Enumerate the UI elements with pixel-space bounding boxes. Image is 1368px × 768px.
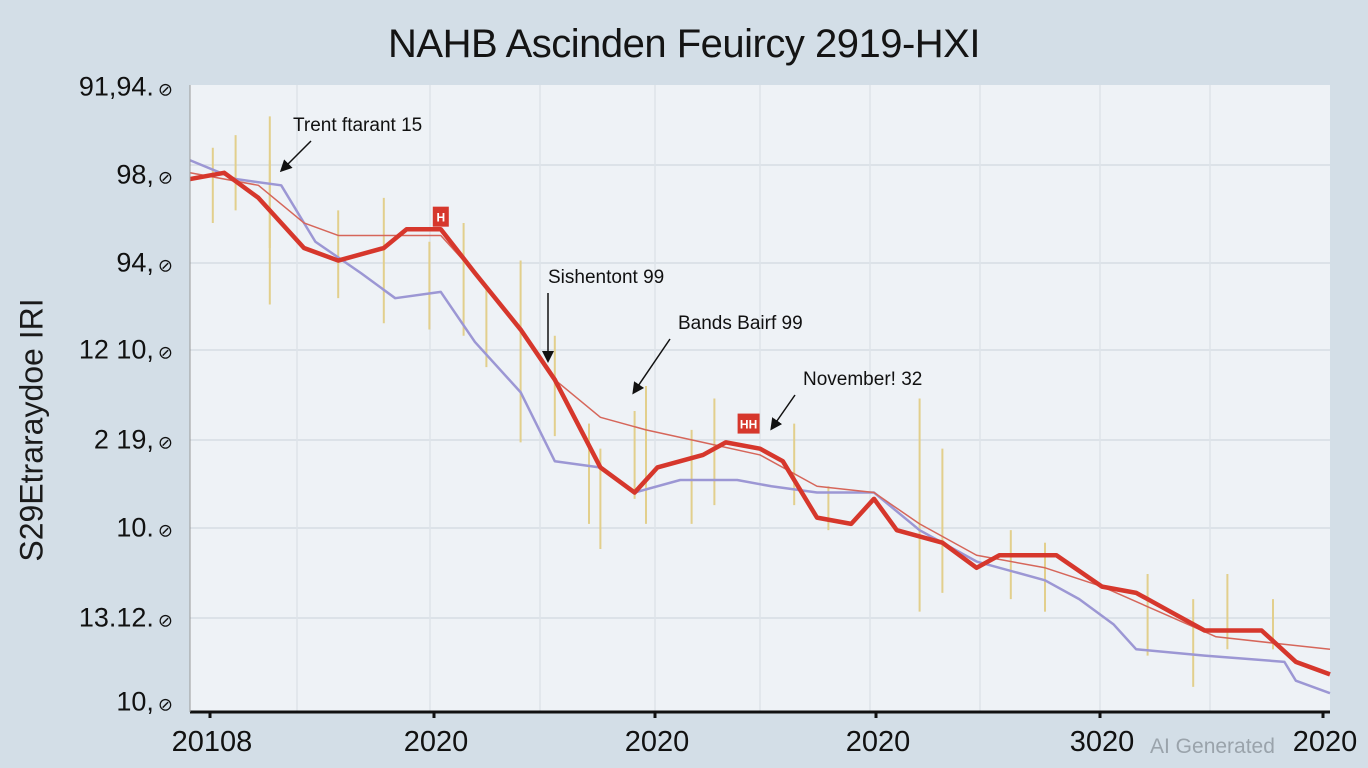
event-marker-label: H [436, 211, 445, 225]
tick-glyph-icon: ⊘ [157, 342, 173, 363]
y-tick-text: 94, [116, 247, 154, 278]
tick-glyph-icon: ⊘ [157, 79, 173, 100]
y-tick-text: 10. [116, 512, 154, 543]
annotation-label: November! 32 [803, 369, 922, 390]
event-marker-label: HH [740, 418, 757, 432]
y-tick-label: 10. ⊘ [116, 512, 173, 543]
x-tick-label: 20108 [171, 726, 253, 758]
y-tick-text: 13.12. [78, 602, 154, 633]
annotation-arrow [770, 394, 796, 431]
tick-glyph-icon: ⊘ [157, 520, 173, 541]
y-tick-text: 98, [116, 159, 154, 190]
chart-title: NAHB Ascinden Feuircy 2919-HXI [388, 22, 980, 66]
annotation-label: Sishentont 99 [548, 267, 664, 288]
annotation-arrow [279, 140, 312, 173]
y-tick-text: 91,94. [78, 71, 154, 102]
x-tick-label: 3020 [1069, 726, 1135, 758]
series-line-price [189, 170, 1331, 677]
y-tick-label: 94, ⊘ [116, 247, 173, 278]
event-marker [432, 206, 449, 227]
event-marker [737, 413, 760, 434]
x-tick-label: 2020 [403, 726, 469, 758]
y-tick-text: 2 19, [93, 424, 154, 455]
tick-glyph-icon: ⊘ [157, 432, 173, 453]
series-line-moving-average [189, 172, 1331, 651]
y-tick-label: 13.12. ⊘ [78, 602, 173, 633]
watermark: AI Generated [1150, 735, 1275, 758]
x-tick-label: 2020 [845, 726, 911, 758]
tick-glyph-icon: ⊘ [157, 167, 173, 188]
y-tick-label: 98, ⊘ [116, 159, 173, 190]
annotation-label: Trent ftarant 15 [293, 115, 422, 136]
tick-glyph-icon: ⊘ [157, 610, 173, 631]
x-tick-label: 2020 [1292, 726, 1358, 758]
x-tick-label: 2020 [624, 726, 690, 758]
tick-glyph-icon: ⊘ [157, 694, 173, 715]
y-tick-label: 10, ⊘ [116, 686, 173, 717]
annotation-label: Bands Bairf 99 [678, 313, 803, 334]
tick-glyph-icon: ⊘ [157, 255, 173, 276]
y-tick-text: 12 10, [78, 334, 154, 365]
y-tick-text: 10, [116, 686, 154, 717]
annotation-arrow [632, 338, 671, 395]
series-line-index [189, 159, 1331, 695]
y-tick-label: 12 10, ⊘ [78, 334, 173, 365]
y-tick-label: 2 19, ⊘ [93, 424, 173, 455]
y-tick-label: 91,94. ⊘ [78, 71, 173, 102]
